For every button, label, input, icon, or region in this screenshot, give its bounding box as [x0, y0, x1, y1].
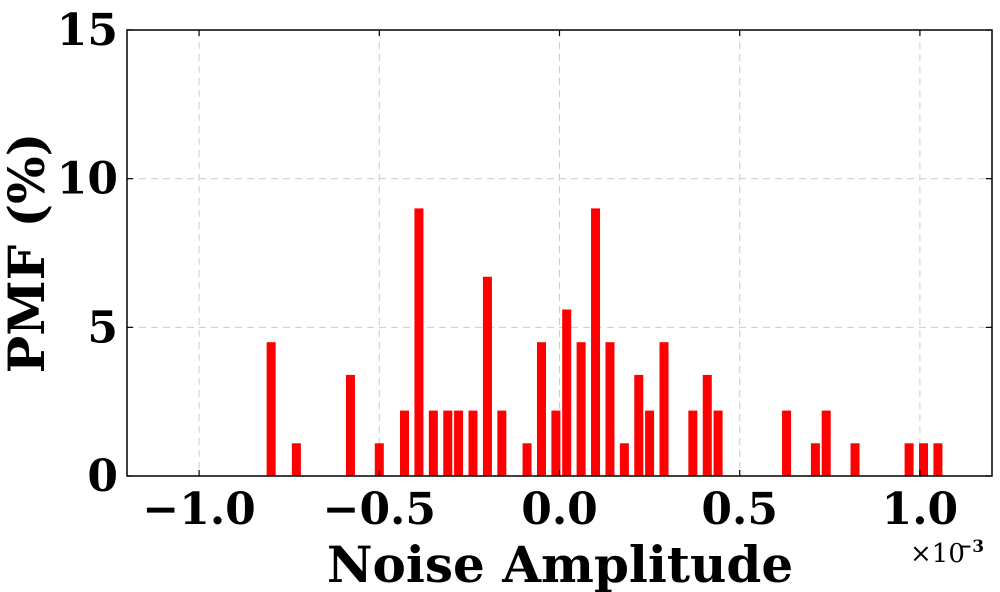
- bar: [482, 276, 492, 476]
- bar: [702, 374, 712, 476]
- bar: [634, 374, 644, 476]
- grid-lines: [127, 30, 992, 476]
- y-tick-label: 5: [87, 302, 118, 353]
- bar: [688, 410, 698, 476]
- bar: [374, 443, 384, 476]
- bar: [933, 443, 943, 476]
- bar: [454, 410, 464, 476]
- y-tick-labels: 0 5 10 15: [57, 5, 118, 502]
- bar: [428, 410, 438, 476]
- bar: [551, 410, 561, 476]
- bar: [536, 342, 546, 476]
- bar: [443, 410, 453, 476]
- bar: [468, 410, 478, 476]
- bar: [904, 443, 914, 476]
- x-tick-label: 0.5: [701, 484, 778, 535]
- y-tick-label: 15: [57, 5, 118, 56]
- bar: [345, 374, 355, 476]
- bar: [522, 443, 532, 476]
- bar: [266, 342, 276, 476]
- tick-marks: [127, 29, 992, 477]
- bar: [782, 410, 792, 476]
- bar: [821, 410, 831, 476]
- bar: [562, 309, 572, 476]
- bar: [810, 443, 820, 476]
- bar: [291, 443, 301, 476]
- y-tick-label: 0: [87, 451, 118, 502]
- bars-group: [266, 208, 943, 476]
- y-axis-title: PMF (%): [0, 133, 56, 374]
- x-scale-base: ×10: [910, 539, 965, 569]
- bar: [713, 410, 723, 476]
- bar: [645, 410, 655, 476]
- x-tick-labels: −1.0 −0.5 0.0 0.5 1.0: [142, 484, 958, 535]
- x-tick-label: 1.0: [882, 484, 959, 535]
- x-tick-label: −0.5: [323, 484, 436, 535]
- x-axis-title: Noise Amplitude: [327, 535, 793, 592]
- x-scale-multiplier: ×10 −3: [910, 537, 984, 569]
- bar: [414, 208, 424, 476]
- bar: [497, 410, 507, 476]
- bar: [400, 410, 410, 476]
- bar: [850, 443, 860, 476]
- bar: [619, 443, 629, 476]
- y-tick-label: 10: [57, 154, 118, 205]
- x-tick-label: −1.0: [142, 484, 255, 535]
- x-scale-exponent: −3: [958, 537, 984, 557]
- bar: [919, 443, 929, 476]
- bar: [591, 208, 601, 476]
- bar: [659, 342, 669, 476]
- bar: [576, 342, 586, 476]
- x-tick-label: 0.0: [521, 484, 598, 535]
- bar: [605, 342, 615, 476]
